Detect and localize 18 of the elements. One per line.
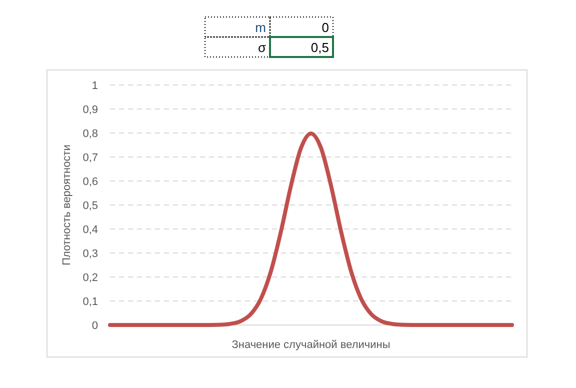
y-tick-label: 0,2 [82,272,98,284]
y-tick-label: 0,6 [82,176,98,188]
y-tick-label: 0,5 [82,200,98,212]
text: σ [258,40,266,55]
y-tick-label: 0,3 [82,248,98,260]
x-axis-title: Значение случайной величины [232,339,390,351]
y-tick-label: 1 [92,80,98,92]
y-tick-label: 0,7 [82,152,98,164]
y-tick-label: 0,4 [82,224,98,236]
text: 0 [322,20,329,35]
y-tick-label: 0,9 [82,104,98,116]
text: 0,5 [310,40,329,55]
y-axis-title: Плотность вероятности [61,144,73,266]
text: m [255,20,266,35]
y-tick-label: 0,1 [82,296,98,308]
line-series [108,131,514,327]
y-tick-label: 0 [92,320,98,332]
y-tick-label: 0,8 [82,128,98,140]
